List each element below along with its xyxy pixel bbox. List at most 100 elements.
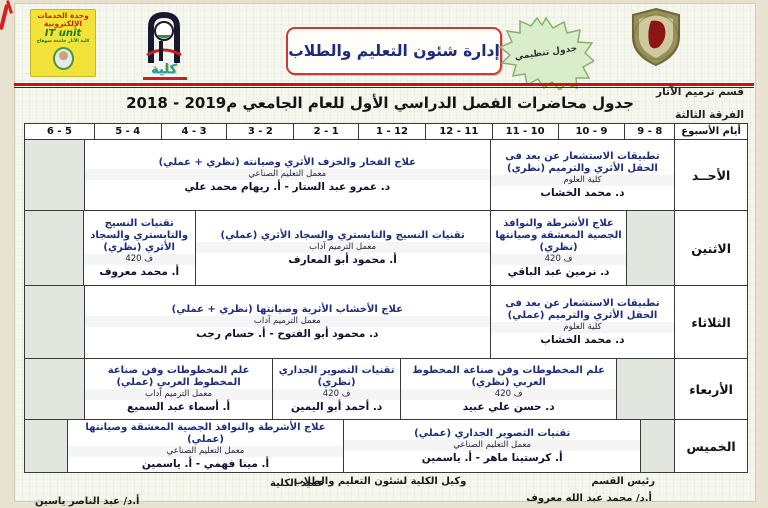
course-title: تقنيات النسيج والتابستري والسجاد الأثري … xyxy=(220,229,465,241)
course-title: علاج الأشرطة والنوافذ الجصية المعشقة وصي… xyxy=(495,217,622,253)
course-cell: تقنيات التصوير الجداري (عملي) معمل التعلي… xyxy=(343,420,641,472)
course-cell: علم المخطوطات وفن صناعة المخطوط العربي (… xyxy=(399,359,617,419)
course-instructor: د. محمد الخشاب xyxy=(540,186,625,199)
course-instructor: أ. أسماء عبد السميع xyxy=(127,400,231,413)
day-cell: الخميس xyxy=(674,420,747,472)
time-slot-header: 6 - 5 xyxy=(25,124,94,139)
course-location: معمل الترميم آداب xyxy=(195,241,490,253)
table-row: الاثنين علاج الأشرطة والنوافذ الجصية المع… xyxy=(25,211,747,286)
empty-slot-cell xyxy=(25,420,67,472)
course-title: علاج الأشرطة والنوافذ الجصية المعشقة وصي… xyxy=(85,421,326,445)
day-cell: الأربعاء xyxy=(674,359,747,419)
faculty-logo-graphic: كلية xyxy=(143,11,187,80)
time-slot-header: 3 - 2 xyxy=(226,124,294,139)
it-badge-line3: IT unit xyxy=(44,27,82,39)
table-row: الأحــد تطبيقات الاستشعار عن بعد فى الحقل… xyxy=(25,140,747,211)
table-header-row: أيام الأسبوع 9 - 8 10 - 9 11 - 10 12 - 11 1 -… xyxy=(25,124,747,140)
days-header-cell: أيام الأسبوع xyxy=(674,124,747,139)
course-cell: علاج الأشرطة والنوافذ الجصية المعشقة وصي… xyxy=(489,211,627,285)
faculty-calligraphy-logo: كلية xyxy=(139,11,189,83)
course-cell: تطبيقات الاستشعار عن بعد فى الحقل الأثري… xyxy=(489,140,675,210)
course-cell: علاج الأخشاب الأثرية وصيانتها (نظري + عم… xyxy=(83,286,490,358)
course-cell: تطبيقات الاستشعار عن بعد فى الحقل الأثري… xyxy=(489,286,675,358)
schedule-title: جدول محاضرات الفصل الدراسي الأول للعام ا… xyxy=(90,94,670,112)
course-cell: علاج الأشرطة والنوافذ الجصية المعشقة وصي… xyxy=(66,420,344,472)
time-slot-header: 4 - 3 xyxy=(160,124,227,139)
course-title: تقنيات التصوير الجداري (نظري) xyxy=(278,364,395,388)
schedule-title-years: 2018 - 2019م xyxy=(126,94,238,112)
faculty-logo-word: كلية xyxy=(151,62,177,77)
head-of-department-title: رئيس القسم xyxy=(591,476,655,487)
time-slot-header: 5 - 4 xyxy=(93,124,161,139)
dean-name: أ.د/ عبد الناصر ياسين xyxy=(35,496,140,507)
organizational-stamp: جدول تنظيمي xyxy=(498,16,594,90)
course-instructor: د. حسن علي عبيد xyxy=(462,400,555,413)
course-location: كلية العلوم xyxy=(490,174,675,186)
table-row: الثلاثاء تطبيقات الاستشعار عن بعد فى الحق… xyxy=(25,286,747,359)
it-badge-line4: كلية الآثار جامعة سوهاج xyxy=(36,39,90,45)
course-instructor: د. عمرو عبد الستار - أ. ريهام محمد علي xyxy=(184,180,391,193)
course-instructor: د. أحمد أبو اليمين xyxy=(290,400,383,413)
table-row: الأربعاء علم المخطوطات وفن صناعة المخطوط … xyxy=(25,359,747,420)
time-slot-header: 1 - 12 xyxy=(358,124,425,139)
course-instructor: د. محمد الخشاب xyxy=(540,333,625,346)
course-title: تقنيات النسيج والتابستري والسجاد الأثري … xyxy=(90,217,189,253)
day-cell: الثلاثاء xyxy=(674,286,747,358)
course-location: معمل الترميم آداب xyxy=(84,315,490,327)
schedule-title-text: جدول محاضرات الفصل الدراسي الأول للعام ا… xyxy=(242,94,634,112)
course-cell: علاج الفخار والخزف الأثري وصيانته (نظري … xyxy=(83,140,490,210)
course-location: ف 420 xyxy=(490,253,627,265)
it-badge-line1: وحدة الخدمات xyxy=(37,11,89,20)
department-name: قسم ترميم الآثار xyxy=(656,86,744,98)
empty-slot-cell xyxy=(25,359,84,419)
course-location: معمل التعليم الصناعي xyxy=(67,445,344,457)
course-title: تطبيقات الاستشعار عن بعد فى الحقل الأثري… xyxy=(505,297,660,321)
dean-title: عميد الكلية xyxy=(270,478,325,489)
day-cell: الأحــد xyxy=(674,140,747,210)
course-instructor: د. نرمين عبد الباقي xyxy=(507,265,610,278)
it-badge-photo xyxy=(52,46,74,70)
time-slot-header: 2 - 1 xyxy=(293,124,359,139)
course-cell: تقنيات النسيج والتابستري والسجاد الأثري … xyxy=(194,211,490,285)
course-location: معمل الترميم آداب xyxy=(84,388,273,400)
course-location: معمل التعليم الصناعي xyxy=(84,168,490,180)
grade-name: الفرقة الثالثة xyxy=(675,109,744,121)
day-cell: الاثنين xyxy=(674,211,747,285)
course-instructor: أ. محمد معروف xyxy=(99,265,180,278)
course-instructor: د. محمود أبو الفتوح - أ. حسام رجب xyxy=(196,327,379,340)
red-divider xyxy=(14,83,754,88)
course-location: ف 420 xyxy=(273,388,400,400)
course-title: علم المخطوطات وفن صناعة المخطوط العربي (… xyxy=(412,364,605,388)
course-title: علم المخطوطات وفن صناعة المخطوط العربي (… xyxy=(107,364,250,388)
empty-slot-cell xyxy=(626,211,675,285)
course-cell: تقنيات التصوير الجداري (نظري) ف 420 د. أحم… xyxy=(272,359,400,419)
empty-slot-cell xyxy=(25,140,84,210)
starburst-icon xyxy=(498,16,594,90)
time-slot-header: 12 - 11 xyxy=(424,124,492,139)
course-instructor: أ. كرستينا ماهر - أ. ياسمين xyxy=(421,451,563,464)
empty-slot-cell xyxy=(25,286,84,358)
university-emblem-icon xyxy=(632,7,680,67)
course-title: علاج الأخشاب الأثرية وصيانتها (نظري + عم… xyxy=(171,303,403,315)
course-location: ف 420 xyxy=(400,388,617,400)
department-title-box: إدارة شئون التعليم والطلاب xyxy=(286,27,502,75)
head-of-department-name: أ.د/ محمد عبد الله معروف xyxy=(526,493,652,504)
empty-slot-cell xyxy=(616,359,675,419)
vice-dean-title: وكيل الكلية لشئون التعليم والطلاب xyxy=(293,476,467,487)
course-instructor: أ. محمود أبو المعارف xyxy=(288,253,397,266)
course-cell: علم المخطوطات وفن صناعة المخطوط العربي (… xyxy=(83,359,273,419)
course-title: تطبيقات الاستشعار عن بعد فى الحقل الأثري… xyxy=(505,150,660,174)
time-slot-header: 11 - 10 xyxy=(491,124,558,139)
course-title: علاج الفخار والخزف الأثري وصيانته (نظري … xyxy=(158,156,416,168)
university-emblem xyxy=(629,7,683,67)
course-cell: تقنيات النسيج والتابستري والسجاد الأثري … xyxy=(82,211,195,285)
course-location: ف 420 xyxy=(83,253,195,265)
course-location: كلية العلوم xyxy=(490,321,675,333)
course-location: معمل التعليم الصناعي xyxy=(344,439,641,451)
table-row: الخميس تقنيات التصوير الجداري (عملي) معمل … xyxy=(25,420,747,472)
schedule-table: أيام الأسبوع 9 - 8 10 - 9 11 - 10 12 - 11 1 -… xyxy=(24,123,748,473)
empty-slot-cell xyxy=(25,211,83,285)
course-title: تقنيات التصوير الجداري (عملي) xyxy=(414,427,571,439)
it-unit-badge: وحدة الخدمات الإلكترونية IT unit كلية ال… xyxy=(30,9,96,77)
